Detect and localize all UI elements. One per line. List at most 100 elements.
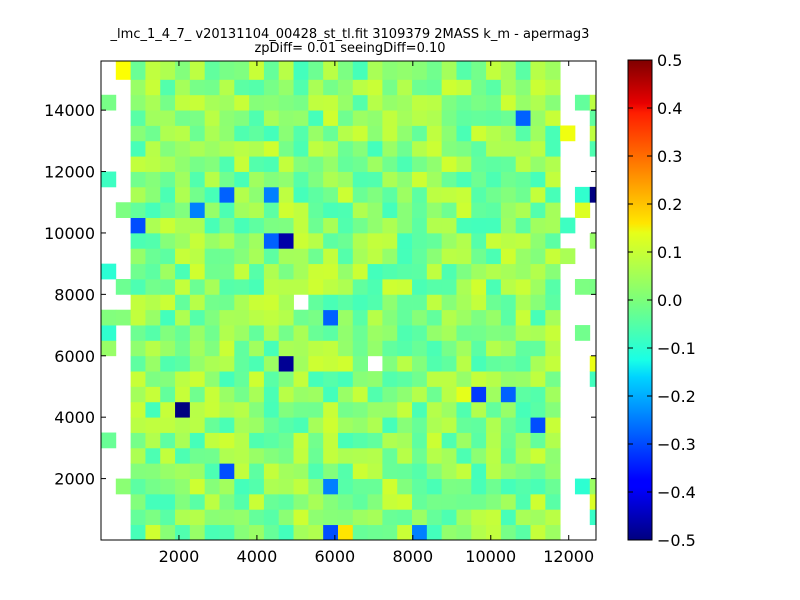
- heatmap-cell: [337, 493, 354, 510]
- heatmap-cell: [382, 340, 398, 357]
- heatmap-cell: [545, 401, 561, 418]
- heatmap-cell: [234, 478, 250, 495]
- heatmap-cell: [471, 186, 487, 203]
- heatmap-cell: [278, 340, 294, 357]
- heatmap-cell: [367, 171, 383, 188]
- heatmap-cell: [130, 509, 146, 526]
- heatmap-cell: [397, 156, 413, 172]
- heatmap-cell: [219, 217, 235, 234]
- heatmap-cell: [263, 340, 280, 357]
- heatmap-cell: [293, 140, 309, 157]
- heatmap-cell: [545, 202, 561, 218]
- heatmap-cell: [456, 524, 472, 541]
- heatmap-cell: [130, 202, 146, 218]
- heatmap-cell: [397, 447, 413, 464]
- heatmap-cell: [204, 171, 220, 188]
- heatmap-cell: [337, 325, 354, 341]
- heatmap-cell: [367, 186, 383, 203]
- heatmap-cell: [219, 401, 235, 418]
- heatmap-cell: [160, 309, 176, 326]
- heatmap-cell: [530, 309, 546, 326]
- heatmap-cell: [412, 294, 428, 311]
- heatmap-cell: [293, 202, 309, 218]
- heatmap-cell: [412, 401, 428, 418]
- heatmap-cell: [263, 371, 280, 387]
- heatmap-cell: [412, 463, 428, 479]
- heatmap-cell: [426, 140, 443, 157]
- heatmap-cell: [160, 294, 176, 311]
- heatmap-cell: [189, 371, 206, 387]
- heatmap-cell: [160, 79, 176, 96]
- heatmap-cell: [337, 294, 354, 311]
- heatmap-cell: [367, 248, 383, 265]
- heatmap-cell: [323, 309, 339, 326]
- heatmap-cell: [382, 493, 398, 510]
- heatmap-cell: [204, 110, 220, 126]
- heatmap-cell: [545, 110, 561, 126]
- heatmap-cell: [397, 279, 413, 295]
- colorbar-tick-label: 0.1: [657, 243, 682, 262]
- heatmap-cell: [545, 371, 561, 387]
- heatmap-cell: [382, 432, 398, 449]
- heatmap-cell: [500, 509, 517, 526]
- heatmap-cell: [293, 110, 309, 126]
- heatmap-cell: [515, 125, 531, 142]
- colorbar-tick-label: 0.2: [657, 195, 682, 214]
- heatmap-cell: [397, 401, 413, 418]
- heatmap-cell: [412, 263, 428, 280]
- heatmap-cell: [352, 232, 368, 249]
- heatmap-cell: [308, 171, 324, 188]
- heatmap-cell: [293, 432, 309, 449]
- heatmap-cell: [530, 447, 546, 464]
- heatmap-cell: [160, 140, 176, 157]
- heatmap-cell: [545, 355, 561, 372]
- heatmap-cell: [308, 478, 324, 495]
- heatmap-cell: [412, 232, 428, 249]
- heatmap-cell: [382, 125, 398, 142]
- heatmap-cell: [352, 417, 368, 433]
- heatmap-cell: [545, 447, 561, 464]
- heatmap-cell: [189, 79, 206, 96]
- heatmap-cell: [471, 432, 487, 449]
- heatmap-cell: [293, 94, 309, 111]
- heatmap-cell: [441, 340, 457, 357]
- colorbar-tick-label: 0.4: [657, 99, 682, 118]
- heatmap-cell: [441, 217, 457, 234]
- heatmap-cell: [278, 355, 294, 372]
- heatmap-cell: [175, 79, 191, 96]
- heatmap-cell: [456, 202, 472, 218]
- heatmap-cell: [175, 478, 191, 495]
- heatmap-cell: [500, 401, 517, 418]
- heatmap-cell: [249, 493, 265, 510]
- heatmap-cell: [130, 171, 146, 188]
- heatmap-cell: [367, 140, 383, 157]
- heatmap-cell: [352, 371, 368, 387]
- heatmap-cell: [337, 355, 354, 372]
- heatmap-cell: [160, 110, 176, 126]
- heatmap-cell: [323, 371, 339, 387]
- heatmap-cell: [145, 61, 161, 80]
- colorbar-tick-label: −0.5: [657, 531, 696, 550]
- heatmap-cell: [323, 417, 339, 433]
- heatmap-cell: [263, 509, 280, 526]
- heatmap-cell: [249, 61, 265, 80]
- heatmap-cell: [426, 493, 443, 510]
- heatmap-cell: [367, 61, 383, 80]
- heatmap-cell: [382, 386, 398, 403]
- heatmap-cell: [441, 125, 457, 142]
- heatmap-cell: [160, 340, 176, 357]
- heatmap-cell: [189, 309, 206, 326]
- heatmap-cell: [456, 186, 472, 203]
- heatmap-cell: [367, 309, 383, 326]
- heatmap-cell: [412, 432, 428, 449]
- heatmap-cell: [456, 140, 472, 157]
- heatmap-cell: [412, 186, 428, 203]
- heatmap-cell: [308, 79, 324, 96]
- heatmap-cell: [219, 202, 235, 218]
- heatmap-cell: [204, 248, 220, 265]
- heatmap-cell: [382, 94, 398, 111]
- heatmap-cell: [160, 463, 176, 479]
- heatmap-cell: [263, 61, 280, 80]
- heatmap-cell: [130, 309, 146, 326]
- heatmap-cell: [589, 110, 597, 126]
